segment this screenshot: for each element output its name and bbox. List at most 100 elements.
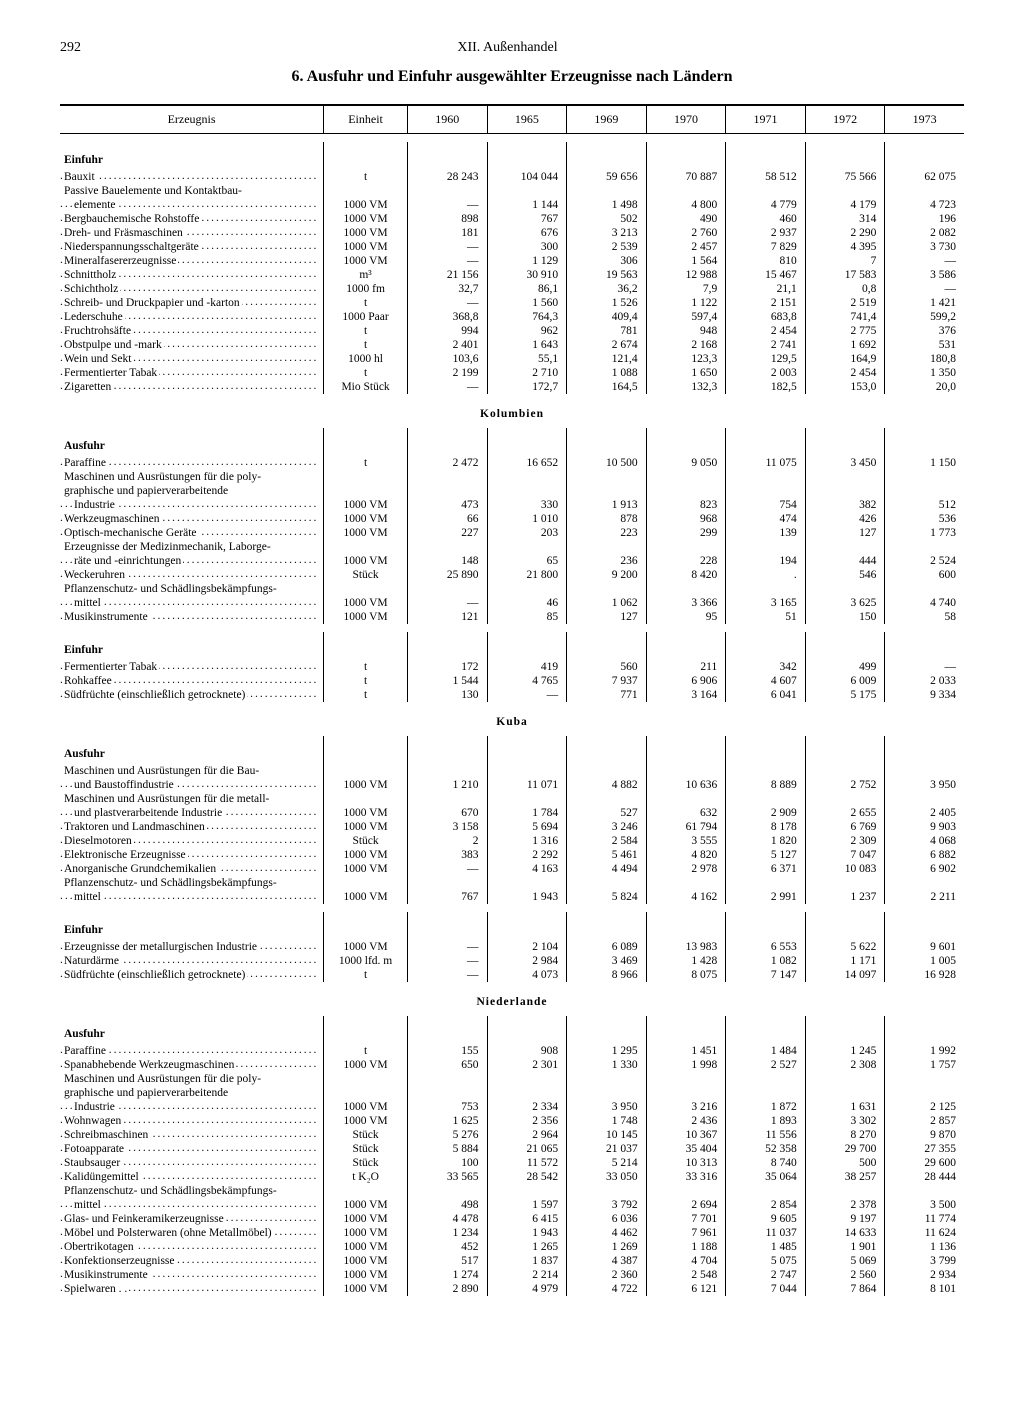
value-cell — [567, 470, 647, 484]
value-cell: — — [407, 240, 487, 254]
value-cell: 5 461 — [567, 848, 647, 862]
section-header: Einfuhr — [60, 142, 324, 170]
value-cell: 130 — [407, 688, 487, 702]
value-cell: 228 — [646, 554, 726, 568]
value-cell: 3 950 — [567, 1100, 647, 1114]
value-cell: 3 366 — [646, 596, 726, 610]
value-cell: 21,1 — [726, 282, 806, 296]
product-label: Fruchtrohsäfte — [60, 324, 324, 338]
product-label: Schichtholz — [60, 282, 324, 296]
value-cell: 6 415 — [487, 1212, 567, 1226]
value-cell: 1 136 — [885, 1240, 964, 1254]
value-cell: 1 992 — [885, 1044, 964, 1058]
value-cell — [726, 582, 806, 596]
value-cell: 383 — [407, 848, 487, 862]
unit-cell: t — [324, 338, 408, 352]
value-cell: 2 292 — [487, 848, 567, 862]
country-header: Kuba — [60, 702, 964, 736]
value-cell: 2 125 — [885, 1100, 964, 1114]
value-cell — [885, 184, 964, 198]
value-cell: 7 047 — [805, 848, 885, 862]
value-cell: 66 — [407, 512, 487, 526]
value-cell: 1 451 — [646, 1044, 726, 1058]
unit-cell: 1000 Paar — [324, 310, 408, 324]
value-cell: 5 694 — [487, 820, 567, 834]
value-cell: 6 036 — [567, 1212, 647, 1226]
value-cell: 7 044 — [726, 1282, 806, 1296]
product-label: Musikinstrumente — [60, 610, 324, 624]
unit-cell: 1000 VM — [324, 254, 408, 268]
unit-cell — [324, 1184, 408, 1198]
value-cell: 9 903 — [885, 820, 964, 834]
value-cell: 9 200 — [567, 568, 647, 582]
value-cell: 1 564 — [646, 254, 726, 268]
value-cell: 4 179 — [805, 198, 885, 212]
value-cell: 11 572 — [487, 1156, 567, 1170]
unit-cell: t K₂O — [324, 1170, 408, 1184]
value-cell: 2 934 — [885, 1268, 964, 1282]
value-cell: 600 — [885, 568, 964, 582]
section-header: Ausfuhr — [60, 428, 324, 456]
value-cell: 3 730 — [885, 240, 964, 254]
product-label: Musikinstrumente — [60, 1268, 324, 1282]
value-cell: 2 104 — [487, 940, 567, 954]
value-cell: — — [407, 954, 487, 968]
value-cell: 4 494 — [567, 862, 647, 876]
value-cell: 2 964 — [487, 1128, 567, 1142]
value-cell — [885, 764, 964, 778]
value-cell: 5 884 — [407, 1142, 487, 1156]
value-cell: 6 553 — [726, 940, 806, 954]
unit-cell: t — [324, 170, 408, 184]
value-cell: 2 584 — [567, 834, 647, 848]
unit-cell — [324, 484, 408, 498]
product-label: und plastverarbeitende Industrie — [60, 806, 324, 820]
value-cell: 182,5 — [726, 380, 806, 394]
product-label: Passive Bauelemente und Kontaktbau- — [60, 184, 324, 198]
value-cell — [726, 764, 806, 778]
value-cell: 382 — [805, 498, 885, 512]
value-cell: 65 — [487, 554, 567, 568]
value-cell: 1 005 — [885, 954, 964, 968]
value-cell: 1 428 — [646, 954, 726, 968]
value-cell: 560 — [567, 660, 647, 674]
value-cell — [805, 540, 885, 554]
value-cell: 490 — [646, 212, 726, 226]
value-cell: 75 566 — [805, 170, 885, 184]
unit-cell — [324, 184, 408, 198]
value-cell: 8 889 — [726, 778, 806, 792]
value-cell: 342 — [726, 660, 806, 674]
value-cell: 4 882 — [567, 778, 647, 792]
value-cell: 741,4 — [805, 310, 885, 324]
unit-cell — [324, 470, 408, 484]
value-cell: 2 674 — [567, 338, 647, 352]
value-cell: 28 542 — [487, 1170, 567, 1184]
value-cell: 7,9 — [646, 282, 726, 296]
value-cell — [805, 184, 885, 198]
value-cell: 2 401 — [407, 338, 487, 352]
value-cell: 2 937 — [726, 226, 806, 240]
value-cell — [567, 764, 647, 778]
value-cell — [805, 792, 885, 806]
unit-cell — [324, 540, 408, 554]
value-cell: 3 302 — [805, 1114, 885, 1128]
value-cell: 7 701 — [646, 1212, 726, 1226]
value-cell: — — [407, 596, 487, 610]
value-cell — [487, 540, 567, 554]
product-label: Dieselmotoren — [60, 834, 324, 848]
product-label: mittel — [60, 596, 324, 610]
value-cell: 6 009 — [805, 674, 885, 688]
value-cell: 100 — [407, 1156, 487, 1170]
value-cell: 2 854 — [726, 1198, 806, 1212]
value-cell — [407, 184, 487, 198]
value-cell: 227 — [407, 526, 487, 540]
unit-cell: Stück — [324, 1142, 408, 1156]
col-year: 1973 — [885, 105, 964, 134]
value-cell: 4 162 — [646, 890, 726, 904]
product-label: Werkzeugmaschinen — [60, 512, 324, 526]
col-unit: Einheit — [324, 105, 408, 134]
value-cell: 132,3 — [646, 380, 726, 394]
value-cell: 14 633 — [805, 1226, 885, 1240]
value-cell: 753 — [407, 1100, 487, 1114]
value-cell: 11 075 — [726, 456, 806, 470]
value-cell: 2 857 — [885, 1114, 964, 1128]
